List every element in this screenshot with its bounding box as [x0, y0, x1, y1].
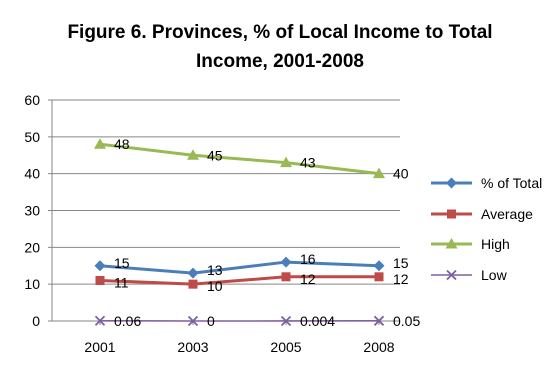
- x-tick-label: 2008: [363, 339, 394, 355]
- data-point-marker: [94, 138, 106, 149]
- data-point-marker: [373, 260, 385, 272]
- data-point-marker: [94, 260, 106, 272]
- x-axis-ticks: 2001 2003 2005 2008: [84, 321, 395, 355]
- x-tick-label: 2001: [84, 339, 115, 355]
- data-point-marker: [281, 272, 291, 282]
- legend: % of Total Average High Low: [431, 175, 542, 283]
- legend-label: Average: [481, 206, 533, 222]
- chart-title-line-2: Income, 2001-2008: [196, 51, 364, 72]
- data-label: 0: [207, 313, 215, 329]
- data-point-marker: [94, 315, 106, 326]
- data-label: 15: [114, 255, 130, 271]
- data-point-marker: [374, 272, 384, 282]
- data-label: 43: [300, 155, 316, 171]
- data-label: 0.06: [114, 313, 141, 329]
- series-line-2: [99, 142, 380, 176]
- data-point-marker: [187, 149, 199, 160]
- legend-marker: [447, 209, 456, 219]
- data-point-marker: [280, 315, 292, 327]
- data-label: 15: [393, 255, 409, 271]
- data-point-marker: [373, 315, 385, 326]
- legend-marker: [445, 238, 458, 249]
- y-tick-label: 40: [24, 166, 40, 182]
- x-tick-label: 2005: [270, 339, 301, 355]
- y-tick-label: 50: [24, 129, 40, 145]
- x-tick-label: 2003: [177, 339, 208, 355]
- data-label: 45: [207, 147, 223, 163]
- y-tick-label: 20: [24, 239, 40, 255]
- data-label: 10: [207, 278, 223, 294]
- series-group: [94, 138, 385, 327]
- chart-title: Figure 6. Provinces, % of Local Income t…: [40, 18, 520, 76]
- data-point-marker: [280, 256, 292, 268]
- legend-marker: [446, 177, 457, 189]
- legend-marker: [446, 269, 457, 281]
- data-point-marker: [373, 167, 385, 179]
- data-point-marker: [187, 315, 199, 327]
- data-label: 40: [393, 166, 409, 182]
- y-tick-label: 0: [32, 313, 40, 329]
- series-line-1: [99, 275, 379, 286]
- y-tick-label: 60: [24, 92, 40, 108]
- data-label: 16: [300, 251, 316, 267]
- data-label: 0.004: [300, 313, 335, 329]
- y-tick-label: 30: [24, 203, 40, 219]
- gridlines: [52, 99, 400, 285]
- legend-label: % of Total: [481, 175, 542, 191]
- data-label: 12: [393, 271, 409, 287]
- series-line-0: [99, 260, 380, 275]
- data-label: 0.05: [393, 313, 420, 329]
- data-point-marker: [188, 279, 198, 289]
- y-axis-ticks: 0 10 20 30 40 50 60: [24, 92, 52, 329]
- data-label: 12: [300, 271, 316, 287]
- data-point-marker: [187, 267, 199, 279]
- data-label: 48: [114, 136, 130, 152]
- y-tick-label: 10: [24, 276, 40, 292]
- data-label: 13: [207, 262, 223, 278]
- chart-title-line-1: Figure 6. Provinces, % of Local Income t…: [67, 22, 493, 43]
- legend-label: Low: [481, 267, 508, 283]
- legend-label: High: [481, 236, 510, 252]
- data-label: 11: [114, 274, 129, 290]
- data-labels-group: 15 13 16 15 11 10 12 12 48 45 43 40 0.06 0 0.004 0.05: [114, 136, 420, 329]
- data-point-marker: [280, 156, 292, 168]
- data-point-marker: [95, 275, 105, 285]
